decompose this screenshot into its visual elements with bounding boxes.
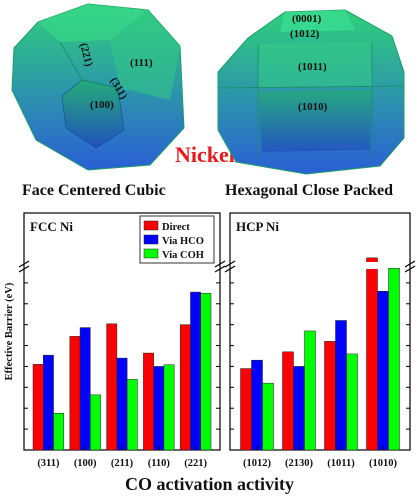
bar-0-1-1: [79, 327, 91, 451]
x-tick-label: (1010): [369, 458, 397, 469]
bar-0-0-2: [53, 412, 65, 451]
bar-1-3-2: [388, 268, 400, 451]
panel-title-1: HCP Ni: [236, 219, 279, 234]
x-tick-label: (100): [74, 458, 97, 469]
axis-break-mark-0: [18, 260, 30, 268]
fcc-facet-100: (100): [90, 99, 114, 111]
hcp-facet-0001: (0001): [292, 13, 322, 25]
panel-frame-1: [229, 212, 411, 451]
bar-chart: FCC Ni (311) (100) (211) (110) (221) HCP Ni (10…: [4, 212, 416, 469]
bar-0-2-2: [126, 379, 138, 451]
bar-0-0-0: [32, 364, 44, 451]
bar-1-2-2: [346, 353, 358, 451]
legend-swatch-1: [143, 234, 159, 245]
bar-0-3-1: [153, 366, 165, 451]
fcc-crystal-illustration: [11, 3, 185, 171]
x-tick-label: (110): [148, 458, 171, 469]
bar-0-2-0: [106, 323, 118, 451]
axis-break-mark-0: [18, 265, 30, 273]
hcp-facet-1012: (1012): [290, 28, 320, 40]
bar-1-3-1: [377, 290, 389, 451]
bar-0-4-2: [200, 293, 212, 451]
x-tick-label: (221): [184, 458, 207, 469]
panel-title-0: FCC Ni: [30, 219, 73, 234]
x-tick-label: (311): [37, 458, 60, 469]
axis-break-mark-0: [214, 265, 226, 273]
x-tick-label: (1012): [243, 458, 271, 469]
hcp-caption: Hexagonal Close Packed: [225, 182, 393, 199]
bar-0-4-0: [179, 324, 191, 451]
x-tick-label: (211): [111, 458, 134, 469]
axis-break-mark-1: [404, 265, 416, 273]
bar-1-0-0: [240, 368, 252, 451]
bar-0-1-2: [90, 394, 101, 451]
nickel-label: Nickel: [175, 142, 235, 167]
bar-break-gap: [358, 262, 388, 269]
legend-label-1: Via HCO: [162, 236, 204, 247]
hcp-crystal-illustration: [217, 9, 405, 175]
bar-0-2-1: [116, 357, 128, 451]
hcp-facet-1010: (1010): [298, 101, 328, 113]
axis-break-mark-1: [224, 260, 236, 268]
bar-0-0-1: [43, 354, 54, 451]
x-axis-title: CO activation activity: [125, 474, 294, 494]
fcc-caption: Face Centered Cubic: [22, 182, 166, 199]
legend-label-2: Via COH: [162, 250, 204, 261]
y-axis-title: Effective Barrier (eV): [4, 282, 15, 380]
bar-0-3-2: [163, 364, 175, 451]
legend-swatch-2: [143, 248, 159, 259]
bar-1-2-1: [335, 320, 347, 451]
fcc-facet-111: (111): [130, 57, 153, 69]
bar-1-3-0: [366, 257, 378, 451]
x-tick-label: (2130): [285, 458, 313, 469]
bar-1-1-1: [293, 366, 305, 451]
legend-swatch-0: [143, 220, 159, 231]
bar-1-1-2: [304, 330, 316, 451]
axis-break-mark-1: [224, 265, 236, 273]
bar-1-2-0: [324, 341, 336, 451]
bar-1-0-2: [262, 382, 274, 451]
axis-break-mark-0: [214, 260, 226, 268]
x-tick-label: (1011): [327, 458, 355, 469]
bar-0-4-1: [190, 291, 201, 451]
bar-0-3-0: [143, 352, 154, 451]
bar-1-1-0: [282, 351, 294, 451]
legend-label-0: Direct: [162, 222, 190, 233]
hcp-facet-1011: (1011): [298, 61, 327, 73]
bar-0-1-0: [69, 336, 81, 451]
bar-1-0-1: [251, 359, 263, 451]
axis-break-mark-1: [404, 260, 416, 268]
